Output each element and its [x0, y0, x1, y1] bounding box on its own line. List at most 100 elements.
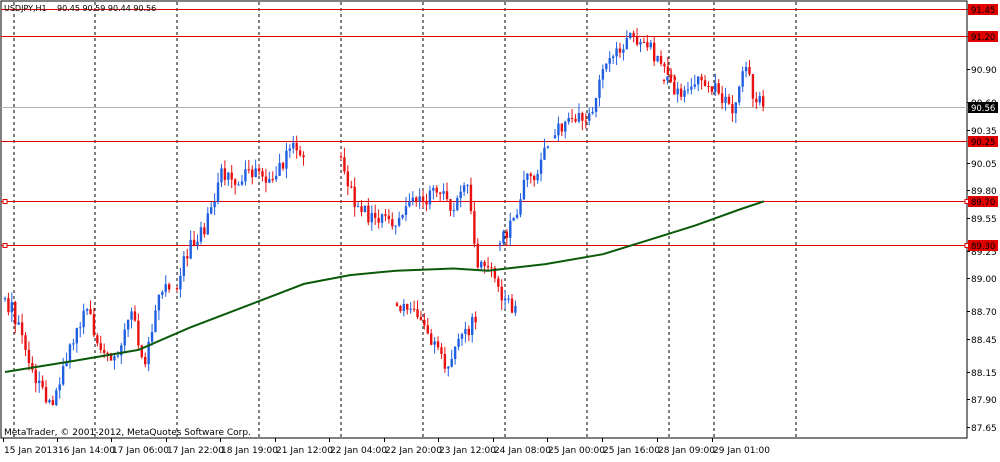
- candle-body: [346, 171, 350, 187]
- candle-body: [274, 175, 278, 180]
- candle-body: [402, 303, 406, 312]
- candle-body: [179, 275, 182, 290]
- candle-body: [459, 191, 462, 199]
- candle-body: [99, 343, 102, 350]
- candle-body: [367, 205, 370, 223]
- level-badge: [968, 4, 998, 15]
- candle-body: [744, 67, 748, 72]
- candle-body: [395, 303, 399, 306]
- candle-body: [474, 316, 477, 323]
- candle-body: [120, 345, 123, 356]
- candle-body: [116, 355, 120, 357]
- candle-body: [161, 291, 164, 295]
- candle-body: [440, 347, 443, 355]
- candle-body: [662, 80, 666, 82]
- candle-body: [529, 173, 532, 176]
- candle-body: [456, 198, 459, 211]
- candle-body: [268, 179, 271, 183]
- level-handle[interactable]: [2, 243, 8, 248]
- candle-body: [247, 169, 251, 171]
- price-tick-label: 90.90: [971, 66, 997, 76]
- level-badge: [968, 196, 998, 207]
- candle-body: [302, 155, 305, 158]
- candle-body: [428, 190, 432, 205]
- candle-body: [213, 201, 216, 208]
- candle-body: [406, 303, 409, 310]
- candle-body: [507, 298, 510, 300]
- level-badge: [968, 240, 998, 251]
- candle-body: [601, 69, 605, 80]
- candle-body: [220, 168, 223, 183]
- candle-body: [416, 309, 419, 318]
- candle-body: [761, 96, 765, 107]
- candle-body: [210, 207, 213, 214]
- candle-body: [462, 185, 466, 192]
- candle-body: [690, 86, 693, 90]
- candle-body: [27, 349, 31, 364]
- candle-body: [154, 310, 157, 333]
- candle-body: [20, 322, 24, 336]
- time-tick-label: 23 Jan 12:00: [439, 446, 496, 456]
- time-tick-label: 28 Jan 09:00: [658, 446, 715, 456]
- candle-body: [625, 38, 629, 50]
- candle-body: [192, 239, 196, 246]
- candle-body: [380, 214, 384, 223]
- candle-body: [144, 357, 147, 365]
- candle-body: [505, 231, 509, 238]
- price-tick-label: 88.45: [971, 336, 997, 346]
- candle-body: [533, 175, 536, 181]
- candle-body: [486, 266, 490, 268]
- candle-body: [615, 48, 618, 57]
- candle-body: [673, 81, 676, 95]
- candle-body: [584, 120, 587, 122]
- candle-body: [611, 56, 615, 59]
- candle-body: [7, 298, 10, 313]
- vertical-grid: [13, 2, 797, 437]
- candle-body: [748, 67, 751, 75]
- candle-body: [526, 173, 529, 180]
- current-price-badge: 90.56: [968, 102, 998, 114]
- candle-body: [189, 239, 192, 259]
- candle-body: [449, 199, 452, 211]
- candle-body: [519, 199, 522, 215]
- candle-body: [408, 201, 411, 207]
- moving-average-line: [4, 200, 765, 373]
- candle-body: [503, 298, 507, 301]
- chart-header: USDJPY,H1 90.45 90.59 90.44 90.56: [4, 4, 156, 13]
- candle-body: [109, 353, 113, 361]
- candle-body: [720, 93, 724, 103]
- candle-body: [591, 111, 594, 114]
- candle-body: [123, 329, 126, 346]
- candle-body: [483, 261, 486, 267]
- candle-body: [515, 214, 519, 218]
- level-handle[interactable]: [2, 199, 8, 204]
- candle-body: [65, 361, 68, 367]
- candle-body: [394, 225, 397, 227]
- candle-body: [157, 294, 161, 311]
- candle-body: [679, 88, 683, 97]
- candle-body: [285, 150, 288, 169]
- candle-body: [418, 196, 421, 202]
- candle-body: [646, 42, 649, 48]
- candle-body: [278, 162, 281, 176]
- candle-body: [55, 390, 58, 405]
- candle-body: [512, 217, 515, 221]
- candle-body: [216, 182, 220, 202]
- candle-body: [254, 168, 257, 178]
- candle-body: [41, 380, 44, 388]
- candle-body: [717, 83, 720, 94]
- time-tick-label: 25 Jan 00:00: [548, 446, 605, 456]
- price-tick-label: 90.05: [971, 160, 997, 170]
- candle-body: [457, 338, 460, 347]
- candle-body: [411, 197, 415, 202]
- candle-body: [469, 184, 473, 212]
- candle-body: [598, 79, 601, 98]
- candle-body: [343, 157, 346, 172]
- candle-body: [652, 42, 656, 62]
- time-tick-label: 24 Jan 08:00: [494, 446, 551, 456]
- horizontal-levels[interactable]: [1, 9, 970, 248]
- candle-body: [106, 352, 109, 354]
- level-badge: [968, 136, 998, 147]
